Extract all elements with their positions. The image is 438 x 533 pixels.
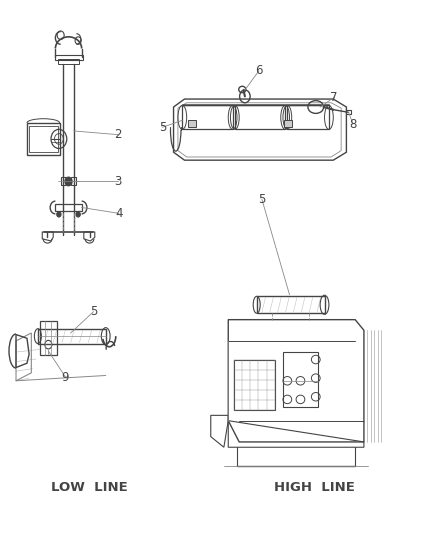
Bar (284, 120, 291, 127)
Text: 9: 9 (62, 370, 69, 384)
Bar (287, 106, 328, 130)
Bar (71, 177, 76, 185)
Bar (187, 120, 195, 127)
Bar (256, 296, 324, 313)
Text: 5: 5 (90, 305, 97, 318)
Text: 6: 6 (254, 64, 262, 77)
Bar (38, 329, 106, 344)
Text: 5: 5 (258, 193, 265, 206)
Bar (54, 55, 82, 60)
Bar (182, 106, 232, 130)
Bar (57, 59, 79, 64)
Bar (40, 321, 57, 356)
Text: 3: 3 (114, 175, 121, 188)
Text: HIGH  LINE: HIGH LINE (274, 481, 354, 494)
Bar (233, 360, 275, 410)
Text: 8: 8 (349, 118, 356, 131)
Bar (283, 352, 317, 407)
Bar (60, 177, 66, 185)
Bar (55, 204, 81, 211)
Bar (234, 106, 285, 130)
Ellipse shape (57, 212, 61, 217)
Ellipse shape (76, 212, 80, 217)
Text: 5: 5 (159, 120, 166, 134)
Bar (346, 110, 350, 114)
Text: 7: 7 (330, 91, 337, 104)
Text: 2: 2 (114, 128, 121, 141)
Bar (29, 126, 57, 152)
Bar (27, 123, 60, 155)
Text: LOW  LINE: LOW LINE (51, 481, 127, 494)
Ellipse shape (65, 177, 72, 185)
Text: 4: 4 (115, 207, 122, 220)
